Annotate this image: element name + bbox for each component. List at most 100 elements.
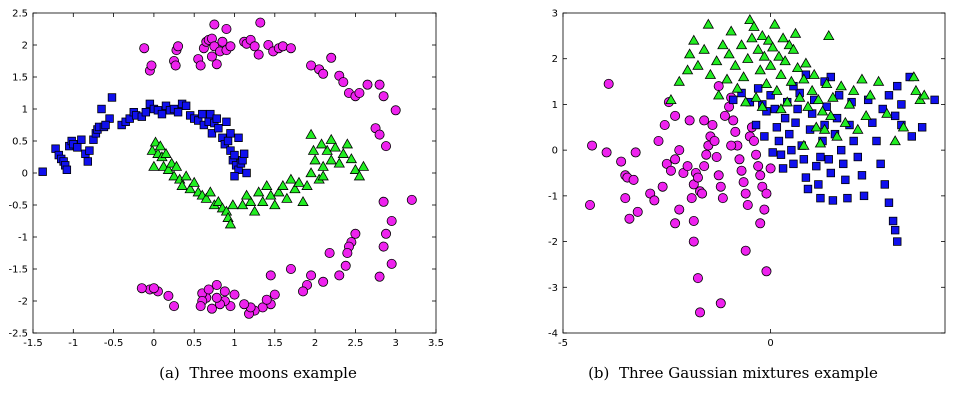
point-circle: [755, 218, 766, 229]
point-circle: [736, 165, 747, 176]
x-tick-label: 3: [393, 338, 399, 349]
point-triangle: [847, 84, 860, 95]
point-square: [778, 164, 788, 173]
point-triangle: [261, 179, 273, 190]
point-triangle: [333, 157, 345, 168]
y-tick-label: -1: [18, 233, 28, 244]
point-triangle: [349, 163, 362, 174]
point-circle: [713, 170, 724, 181]
point-triangle: [769, 18, 781, 29]
point-triangle: [353, 170, 366, 181]
point-circle: [742, 199, 753, 210]
point-circle: [306, 270, 317, 281]
point-triangle: [758, 50, 771, 61]
point-triangle: [315, 138, 328, 149]
point-triangle: [337, 147, 349, 158]
point-square: [816, 193, 825, 203]
point-square: [836, 145, 846, 155]
x-tick-label: 2.5: [347, 338, 363, 349]
point-square: [242, 168, 251, 178]
point-square: [787, 145, 796, 155]
point-square: [839, 159, 848, 169]
point-square: [917, 123, 927, 132]
point-triangle: [750, 91, 762, 102]
point-triangle: [881, 107, 893, 118]
point-square: [223, 136, 233, 146]
point-triangle: [325, 133, 337, 144]
point-circle: [649, 195, 660, 206]
point-circle: [738, 177, 749, 188]
point-triangle: [702, 18, 715, 29]
point-triangle: [269, 199, 281, 210]
x-tick-label: 0: [151, 338, 157, 349]
axes-box: [562, 12, 946, 334]
x-tick-label: -0.5: [104, 338, 124, 349]
point-circle: [253, 49, 264, 60]
point-square: [85, 146, 94, 155]
point-triangle: [309, 154, 321, 165]
point-circle: [136, 283, 147, 294]
point-circle: [686, 193, 697, 204]
point-triangle: [729, 59, 742, 70]
point-triangle: [248, 205, 261, 216]
point-square: [38, 167, 47, 176]
point-circle: [195, 301, 206, 312]
point-triangle: [791, 62, 804, 73]
caption-b-tag: (b): [588, 364, 610, 382]
y-tick-label: 1.5: [12, 73, 28, 84]
point-circle: [620, 193, 631, 204]
point-circle: [378, 91, 389, 102]
point-circle: [298, 286, 309, 297]
point-triangle: [802, 100, 814, 111]
y-tick-label: -2: [18, 297, 28, 308]
point-circle: [659, 120, 670, 131]
point-circle: [217, 36, 228, 47]
point-square: [868, 118, 877, 127]
point-triangle: [297, 195, 309, 206]
point-circle: [374, 129, 385, 140]
point-triangle: [148, 160, 160, 171]
point-circle: [362, 79, 373, 90]
point-square: [101, 120, 110, 130]
point-triangle: [325, 154, 337, 165]
y-tick-label: -4: [548, 329, 558, 340]
point-circle: [765, 163, 776, 174]
point-circle: [219, 286, 230, 297]
point-circle: [688, 215, 699, 226]
point-circle: [688, 236, 699, 247]
point-triangle: [783, 39, 795, 50]
point-circle: [211, 279, 222, 290]
point-triangle: [908, 71, 920, 82]
point-circle: [148, 283, 159, 294]
point-triangle: [688, 34, 700, 45]
point-triangle: [329, 141, 341, 152]
point-circle: [239, 299, 250, 310]
point-circle: [682, 161, 693, 172]
point-square: [834, 91, 844, 100]
point-triangle: [240, 189, 253, 200]
point-triangle: [224, 218, 237, 229]
point-triangle: [341, 138, 354, 149]
point-circle: [709, 135, 720, 146]
point-triangle: [789, 27, 802, 38]
point-triangle: [798, 139, 810, 150]
point-circle: [695, 307, 706, 318]
point-circle: [616, 156, 627, 167]
point-circle: [265, 270, 276, 281]
point-square: [780, 113, 790, 123]
point-triangle: [285, 173, 297, 184]
point-square: [872, 136, 881, 146]
point-triangle: [872, 75, 885, 86]
point-circle: [169, 301, 180, 312]
point-triangle: [810, 121, 822, 132]
point-circle: [701, 149, 712, 160]
point-circle: [726, 140, 737, 151]
point-triangle: [827, 91, 839, 102]
point-triangle: [864, 89, 876, 100]
point-triangle: [740, 96, 752, 107]
point-triangle: [713, 89, 725, 100]
point-triangle: [787, 43, 800, 54]
point-circle: [211, 59, 222, 70]
x-tick-label: 2: [312, 338, 318, 349]
point-triangle: [317, 160, 329, 171]
